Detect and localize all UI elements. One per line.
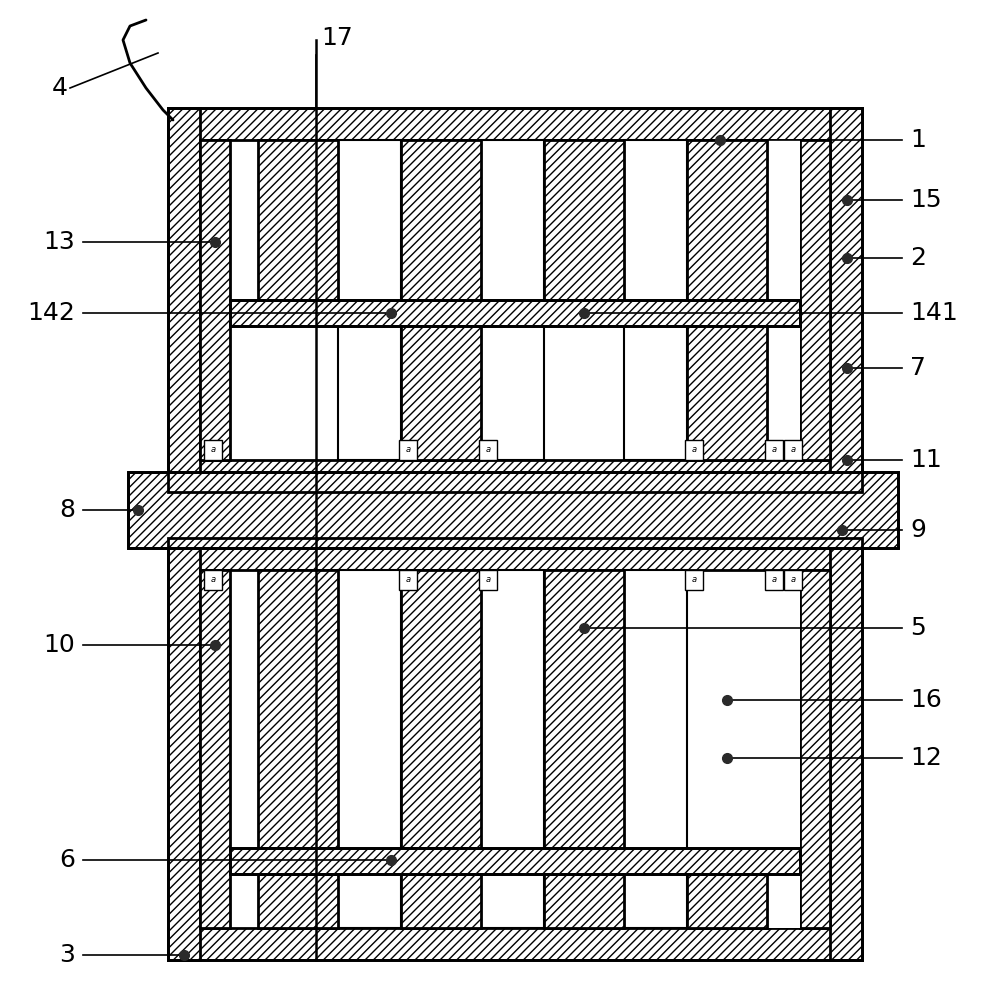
Bar <box>687 874 767 928</box>
Text: a: a <box>772 576 777 584</box>
Bar <box>168 538 862 570</box>
Bar <box>544 874 624 928</box>
Bar <box>624 570 687 928</box>
Bar <box>800 570 830 928</box>
Bar <box>401 570 481 848</box>
Text: a: a <box>791 446 796 454</box>
Bar <box>685 440 703 460</box>
Bar <box>544 140 624 300</box>
Bar <box>168 928 862 960</box>
Bar <box>200 140 230 460</box>
Bar <box>544 570 624 848</box>
Bar <box>830 108 862 492</box>
Bar <box>479 440 497 460</box>
Text: a: a <box>486 576 491 584</box>
Bar <box>767 570 800 928</box>
Text: 15: 15 <box>910 188 941 212</box>
Bar <box>401 326 481 460</box>
Bar <box>230 848 800 874</box>
Text: 141: 141 <box>910 301 958 325</box>
Bar <box>784 440 802 460</box>
Bar <box>168 460 862 492</box>
Text: 9: 9 <box>910 518 926 542</box>
Text: 11: 11 <box>910 448 942 472</box>
Text: a: a <box>406 576 411 584</box>
Bar <box>481 570 544 928</box>
Text: 2: 2 <box>910 246 926 270</box>
Text: 3: 3 <box>59 943 75 967</box>
Text: 5: 5 <box>910 616 926 640</box>
Bar <box>338 140 401 460</box>
Text: a: a <box>406 446 411 454</box>
Bar <box>481 140 544 460</box>
Bar <box>685 570 703 590</box>
Bar <box>399 570 417 590</box>
Bar <box>168 538 862 960</box>
Bar <box>624 140 687 460</box>
Text: 4: 4 <box>52 76 68 100</box>
Bar <box>168 108 200 492</box>
Bar <box>687 326 767 460</box>
Bar <box>800 140 830 460</box>
Bar <box>338 570 401 928</box>
Bar <box>230 848 800 874</box>
Text: a: a <box>692 446 697 454</box>
Text: 13: 13 <box>43 230 75 254</box>
Text: 17: 17 <box>321 26 353 50</box>
Bar <box>399 440 417 460</box>
Bar <box>200 140 830 460</box>
Bar <box>128 472 898 548</box>
Text: 8: 8 <box>59 498 75 522</box>
Bar <box>168 538 200 960</box>
Bar <box>258 570 338 848</box>
Bar <box>204 440 222 460</box>
Bar <box>168 108 862 492</box>
Bar <box>765 570 783 590</box>
Text: 6: 6 <box>59 848 75 872</box>
Bar <box>479 570 497 590</box>
Text: 12: 12 <box>910 746 942 770</box>
Bar <box>830 538 862 960</box>
Text: a: a <box>210 446 215 454</box>
Bar <box>230 300 800 326</box>
Bar <box>204 570 222 590</box>
Text: 16: 16 <box>910 688 942 712</box>
Bar <box>401 140 481 300</box>
Bar <box>767 140 800 460</box>
Text: 142: 142 <box>27 301 75 325</box>
Bar <box>168 108 862 140</box>
Text: 10: 10 <box>43 633 75 657</box>
Bar <box>401 874 481 928</box>
Bar <box>258 140 338 300</box>
Text: a: a <box>486 446 491 454</box>
Bar <box>200 570 230 928</box>
Bar <box>784 570 802 590</box>
Text: 7: 7 <box>910 356 926 380</box>
Bar <box>765 440 783 460</box>
Text: a: a <box>210 576 215 584</box>
Bar <box>258 874 338 928</box>
Text: 1: 1 <box>910 128 926 152</box>
Text: a: a <box>692 576 697 584</box>
Text: a: a <box>791 576 796 584</box>
Text: a: a <box>772 446 777 454</box>
Bar <box>128 472 898 548</box>
Bar <box>687 140 767 300</box>
Bar <box>230 300 800 326</box>
Bar <box>200 570 830 928</box>
